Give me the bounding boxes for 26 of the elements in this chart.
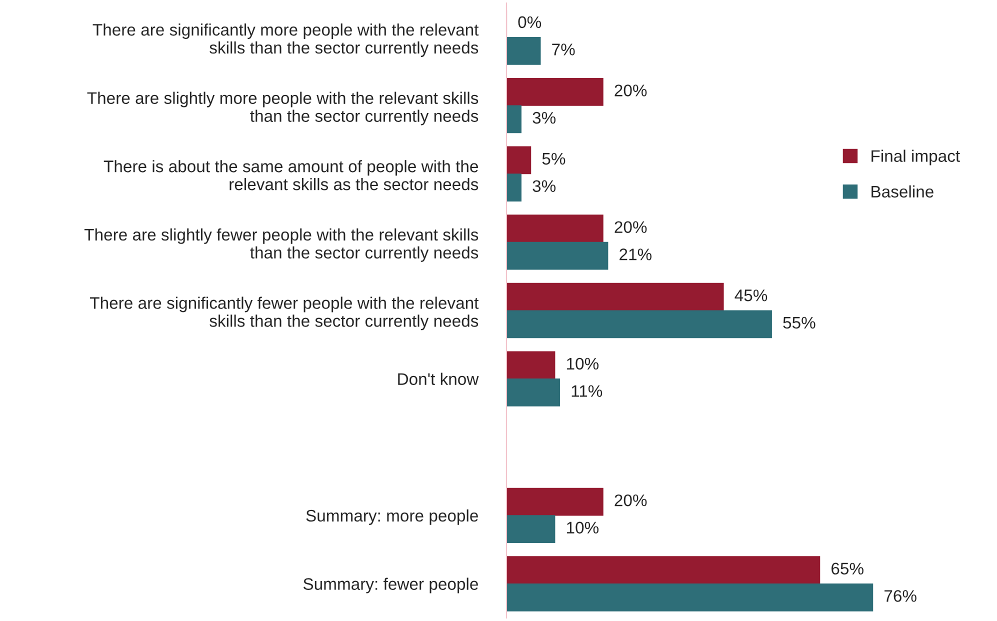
y-tick-label: There are significantly more people with the relevant skills than the sector currently needs xyxy=(92,23,479,57)
y-tick-label: Summary: fewer people xyxy=(303,578,478,594)
y-tick-label: There are slightly more people with the relevant skills than the sector currently needs xyxy=(87,92,478,126)
y-tick-label: Summary: more people xyxy=(306,509,478,525)
data-label: 55% xyxy=(783,316,816,329)
data-label: 65% xyxy=(832,562,864,575)
data-label: 7% xyxy=(552,44,575,56)
data-label: 10% xyxy=(567,358,599,370)
y-tick-label: There are slightly fewer people with the relevant skills than the sector currently needs xyxy=(84,228,478,262)
data-label: 20% xyxy=(614,84,647,96)
data-label: 20% xyxy=(614,221,647,233)
legend-label: Final impact xyxy=(872,150,960,166)
y-tick-label: Don't know xyxy=(398,372,479,386)
data-label: 20% xyxy=(614,494,647,506)
data-label: 21% xyxy=(620,248,652,260)
legend-label: Baseline xyxy=(872,185,934,198)
data-label: 45% xyxy=(734,290,768,302)
data-label: 3% xyxy=(532,180,556,192)
data-label: 11% xyxy=(572,385,602,397)
y-tick-label: There are significantly fewer people with the relevant skills than the sector currently needs xyxy=(90,296,479,330)
data-label: 0% xyxy=(518,16,542,28)
data-label: 76% xyxy=(884,590,916,602)
data-label: 3% xyxy=(532,112,556,124)
data-label: 10% xyxy=(567,522,599,534)
y-tick-label: There is about the same amount of people with the relevant skills as the sector needs xyxy=(104,160,478,190)
data-label: 5% xyxy=(542,152,566,165)
